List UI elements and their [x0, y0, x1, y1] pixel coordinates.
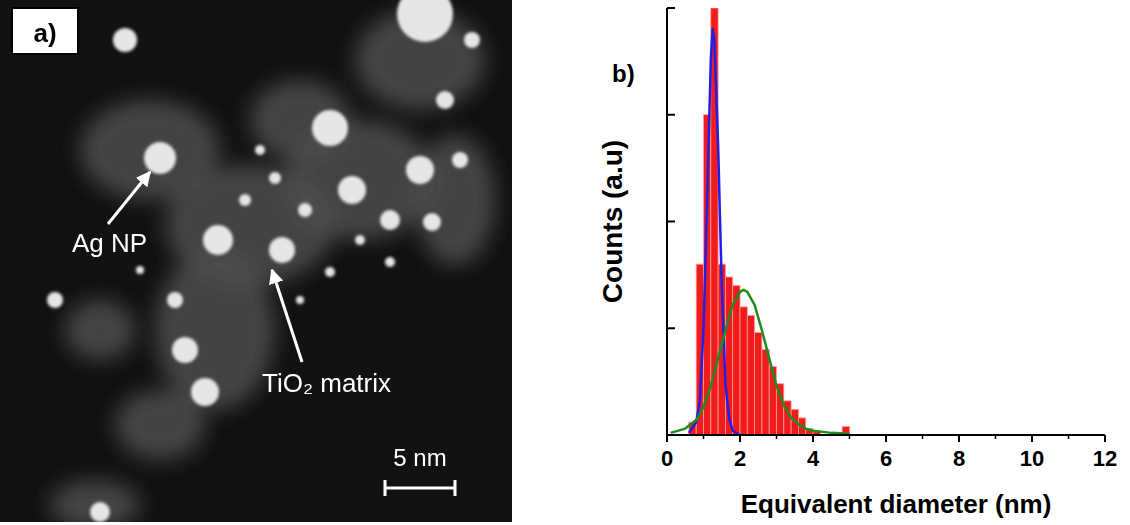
tio2-region [50, 480, 140, 522]
x-axis-title: Equivalent diameter (nm) [741, 489, 1052, 519]
y-tick [667, 7, 675, 9]
panel-label-box [12, 8, 78, 54]
tio2-region [155, 250, 275, 410]
ag-nanoparticle [191, 378, 219, 406]
ag-nanoparticle [338, 176, 366, 204]
micrograph-background [0, 0, 512, 522]
x-tick-label: 8 [953, 446, 965, 471]
x-tick [666, 435, 668, 442]
ag-nanoparticle [167, 292, 183, 308]
ag-nanoparticle [144, 142, 176, 174]
nanoparticles [47, 0, 480, 522]
ag-nanoparticle [269, 237, 295, 263]
histogram-bar [755, 333, 762, 435]
histogram-bar [762, 350, 769, 435]
x-minor-tick [776, 435, 778, 439]
ag-nanoparticle [385, 257, 395, 267]
x-tick-label: 6 [880, 446, 892, 471]
ag-nanoparticle [464, 32, 480, 48]
ag-nanoparticle [203, 225, 233, 255]
tio2-region [115, 390, 205, 460]
fit-curve [671, 290, 850, 434]
x-minor-tick [703, 435, 705, 439]
plot-area [671, 8, 850, 435]
y-tick [667, 221, 675, 223]
tio2-region [250, 80, 350, 160]
ag-nanoparticle [47, 292, 63, 308]
x-minor-tick [922, 435, 924, 439]
y-axis-title: Counts (a.u) [597, 140, 628, 303]
ag-nanoparticle [436, 91, 454, 109]
x-tick-label: 10 [1020, 446, 1044, 471]
annotation: Ag NP [72, 228, 147, 258]
ag-nanoparticle [90, 502, 110, 522]
ag-nanoparticle [380, 210, 400, 230]
x-tick [885, 435, 887, 442]
x-tick [812, 435, 814, 442]
histogram-bar [747, 315, 754, 435]
panel-label: a) [33, 18, 56, 48]
histogram-bar [733, 286, 740, 435]
ag-nanoparticle [136, 266, 144, 274]
ag-nanoparticle [172, 337, 198, 363]
tio2-region [415, 135, 495, 265]
ag-nanoparticle [298, 203, 312, 217]
figure: a) Ag NP TiO₂ matrix 5 nm 0 2 4 6 8 10 12 Equivalen… [0, 0, 1130, 525]
x-tick-label: 2 [734, 446, 746, 471]
y-tick [667, 327, 675, 329]
y-tick [667, 114, 675, 116]
ag-nanoparticle [296, 296, 304, 304]
annotation: TiO₂ matrix [262, 368, 391, 398]
x-tick [958, 435, 960, 442]
scale-bar-label: 5 nm [393, 444, 446, 471]
histogram-bar [740, 307, 747, 435]
x-minor-tick [995, 435, 997, 439]
x-tick [1031, 435, 1033, 442]
ag-nanoparticle [423, 213, 441, 231]
arrow [272, 270, 302, 362]
y-tick [667, 434, 675, 436]
ag-nanoparticle [406, 156, 434, 184]
x-tick-label: 4 [807, 446, 820, 471]
x-minor-tick [1068, 435, 1070, 439]
ag-nanoparticle [397, 0, 453, 42]
x-tick [739, 435, 741, 442]
x-tick-label: 0 [661, 446, 673, 471]
micrograph [0, 0, 512, 522]
tio2-region [65, 300, 135, 360]
ag-nanoparticle [355, 235, 365, 245]
arrow [108, 172, 150, 224]
ag-nanoparticle [255, 145, 265, 155]
ag-nanoparticle [452, 152, 468, 168]
x-tick-label: 12 [1093, 446, 1117, 471]
ag-nanoparticle [113, 28, 137, 52]
x-tick [1104, 435, 1106, 442]
scale-bar [385, 480, 455, 496]
panel-label: b) [612, 60, 635, 87]
ag-nanoparticle [269, 172, 281, 184]
x-minor-tick [849, 435, 851, 439]
ag-nanoparticle [312, 110, 348, 146]
matrix-regions [50, 10, 495, 522]
ag-nanoparticle [325, 267, 335, 277]
ag-nanoparticle [239, 194, 251, 206]
